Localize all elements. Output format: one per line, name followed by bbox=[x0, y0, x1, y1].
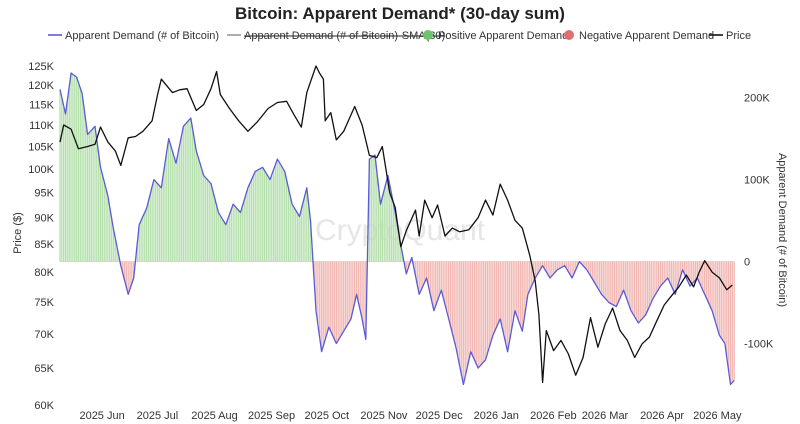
series-lines bbox=[59, 65, 735, 386]
chart-title: Bitcoin: Apparent Demand* (30-day sum) bbox=[235, 4, 565, 23]
x-tick-label-7: 2026 Jan bbox=[474, 410, 519, 422]
left-tick-label-6: 90K bbox=[34, 213, 54, 225]
left-tick-label-7: 95K bbox=[34, 188, 54, 200]
x-tick-label-8: 2026 Feb bbox=[530, 410, 576, 422]
legend-item-3: Negative Apparent Demand bbox=[564, 30, 714, 42]
x-tick-label-2: 2025 Aug bbox=[191, 410, 238, 422]
legend-item-4: Price bbox=[709, 30, 751, 42]
legend-item-2: Positive Apparent Demand bbox=[423, 30, 568, 42]
right-axis-label: Apparent Demand (# of Bitcoin) bbox=[776, 153, 788, 307]
apparent-demand-line bbox=[59, 72, 735, 386]
right-tick-label-3: 200K bbox=[744, 93, 770, 105]
x-tick-label-11: 2026 May bbox=[693, 410, 742, 422]
price-line bbox=[59, 65, 733, 384]
left-tick-label-8: 100K bbox=[28, 164, 54, 176]
right-tick-label-1: 0 bbox=[744, 257, 750, 269]
right-tick-label-0: -100K bbox=[744, 339, 774, 351]
legend: Apparent Demand (# of Bitcoin) Apparent D… bbox=[48, 30, 751, 42]
legend-label-2: Positive Apparent Demand bbox=[438, 30, 568, 42]
legend-marker-2 bbox=[423, 30, 433, 40]
x-tick-label-9: 2026 Mar bbox=[582, 410, 629, 422]
x-tick-label-10: 2026 Apr bbox=[640, 410, 684, 422]
x-tick-label-1: 2025 Jul bbox=[137, 410, 179, 422]
left-tick-label-2: 70K bbox=[34, 329, 54, 341]
left-tick-label-11: 115K bbox=[29, 100, 55, 112]
x-tick-label-6: 2025 Dec bbox=[416, 410, 464, 422]
left-axis-label: Price ($) bbox=[12, 212, 24, 254]
x-tick-label-3: 2025 Sep bbox=[248, 410, 295, 422]
legend-label-0: Apparent Demand (# of Bitcoin) bbox=[65, 30, 219, 42]
left-tick-label-0: 60K bbox=[34, 400, 54, 412]
x-tick-label-4: 2025 Oct bbox=[304, 410, 349, 422]
left-tick-label-10: 110K bbox=[29, 120, 55, 132]
legend-item-0: Apparent Demand (# of Bitcoin) bbox=[48, 30, 219, 42]
left-tick-label-5: 85K bbox=[34, 239, 54, 251]
left-tick-label-9: 105K bbox=[28, 142, 54, 154]
x-axis-ticks: 2025 Jun 2025 Jul 2025 Aug 2025 Sep 2025 Oct… bbox=[79, 410, 741, 422]
left-axis-ticks: 60K 65K 70K 75K 80K 85K 90K 95K 100K 105K 110K 115K… bbox=[28, 61, 54, 412]
left-tick-label-12: 120K bbox=[28, 80, 54, 92]
right-tick-label-2: 100K bbox=[744, 175, 770, 187]
legend-marker-3 bbox=[564, 30, 574, 40]
left-tick-label-13: 125K bbox=[28, 61, 54, 73]
legend-label-4: Price bbox=[726, 30, 751, 42]
right-axis-ticks: -100K 0 100K 200K bbox=[744, 93, 774, 351]
left-tick-label-4: 80K bbox=[34, 267, 54, 279]
legend-label-3: Negative Apparent Demand bbox=[579, 30, 714, 42]
left-tick-label-3: 75K bbox=[34, 297, 54, 309]
demand-bars bbox=[59, 73, 735, 385]
x-tick-label-0: 2025 Jun bbox=[79, 410, 124, 422]
legend-label-1: Apparent Demand (# of Bitcoin)-SMA(30) bbox=[244, 30, 445, 42]
left-tick-label-1: 65K bbox=[34, 363, 54, 375]
legend-item-1: Apparent Demand (# of Bitcoin)-SMA(30) bbox=[227, 30, 445, 42]
x-tick-label-5: 2025 Nov bbox=[360, 410, 408, 422]
